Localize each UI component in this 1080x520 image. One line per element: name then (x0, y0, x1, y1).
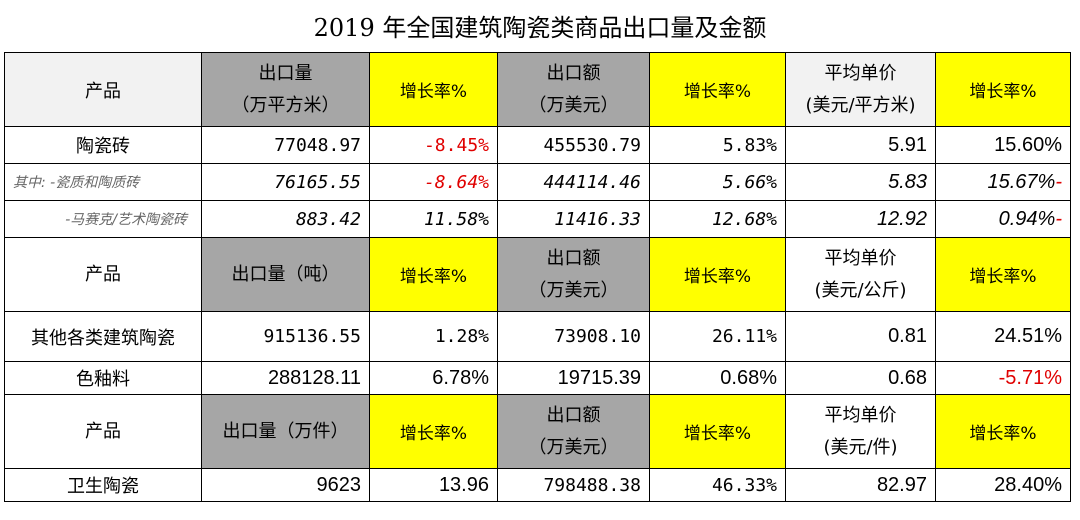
row-price-growth: 15.67%- (935, 163, 1071, 201)
row-price-growth: 28.40% (935, 468, 1071, 502)
row-price-growth: 15.60% (935, 126, 1071, 164)
row-qty: 288128.11 (201, 361, 370, 395)
row-amount: 73908.10 (497, 311, 650, 362)
table-row: -马赛克/艺术陶瓷砖 883.42 11.58% 11416.33 12.68%… (4, 200, 1071, 238)
row-price: 82.97 (785, 468, 936, 502)
header-amount: 出口额 （万美元） (497, 237, 650, 312)
header-amount-growth: 增长率% (649, 52, 786, 127)
row-amount-growth: 12.68% (649, 200, 786, 238)
row-price-growth: -5.71% (935, 361, 1071, 395)
row-amount-growth: 0.68% (649, 361, 786, 395)
row-amount-growth: 5.66% (649, 163, 786, 201)
row-qty: 883.42 (201, 200, 370, 238)
header-price: 平均单价 (美元/平方米) (785, 52, 936, 127)
header-amount: 出口额 （万美元） (497, 52, 650, 127)
row-qty-growth: -8.64% (369, 163, 498, 201)
header-price-growth: 增长率% (935, 52, 1071, 127)
table-row: 卫生陶瓷 9623 13.96 798488.38 46.33% 82.97 2… (4, 468, 1071, 502)
row-qty: 77048.97 (201, 126, 370, 164)
row-qty-growth: 11.58% (369, 200, 498, 238)
header-amount-growth: 增长率% (649, 237, 786, 312)
row-qty-growth: 1.28% (369, 311, 498, 362)
row-amount-growth: 5.83% (649, 126, 786, 164)
row-amount: 798488.38 (497, 468, 650, 502)
table-row: 其中: -瓷质和陶质砖 76165.55 -8.64% 444114.46 5.… (4, 163, 1071, 201)
table-row: 其他各类建筑陶瓷 915136.55 1.28% 73908.10 26.11%… (4, 311, 1071, 362)
header-row-3: 产品 出口量（万件） 增长率% 出口额 （万美元） 增长率% 平均单价 (美元/件)… (4, 394, 1071, 469)
header-product: 产品 (4, 52, 202, 127)
row-name: -马赛克/艺术陶瓷砖 (4, 200, 202, 238)
header-price-growth: 增长率% (935, 394, 1071, 469)
header-qty: 出口量（吨） (201, 237, 370, 312)
header-qty: 出口量（万件） (201, 394, 370, 469)
row-amount-growth: 26.11% (649, 311, 786, 362)
row-qty: 915136.55 (201, 311, 370, 362)
row-qty-growth: -8.45% (369, 126, 498, 164)
row-price: 5.91 (785, 126, 936, 164)
row-amount: 19715.39 (497, 361, 650, 395)
export-table: 产品 出口量 （万平方米） 增长率% 出口额 （万美元） 增长率% 平均单价 (美元/… (4, 52, 1071, 502)
row-name: 其他各类建筑陶瓷 (4, 311, 202, 362)
header-amount: 出口额 （万美元） (497, 394, 650, 469)
row-price-growth: 24.51% (935, 311, 1071, 362)
header-product: 产品 (4, 237, 202, 312)
row-qty-growth: 6.78% (369, 361, 498, 395)
header-qty-growth: 增长率% (369, 52, 498, 127)
row-price-growth: 0.94%- (935, 200, 1071, 238)
row-name: 卫生陶瓷 (4, 468, 202, 502)
row-amount: 11416.33 (497, 200, 650, 238)
row-qty-growth: 13.96 (369, 468, 498, 502)
row-name: 陶瓷砖 (4, 126, 202, 164)
header-qty: 出口量 （万平方米） (201, 52, 370, 127)
header-row-1: 产品 出口量 （万平方米） 增长率% 出口额 （万美元） 增长率% 平均单价 (美元/… (4, 52, 1071, 127)
header-amount-growth: 增长率% (649, 394, 786, 469)
row-name: 其中: -瓷质和陶质砖 (4, 163, 202, 201)
header-product: 产品 (4, 394, 202, 469)
header-price: 平均单价 (美元/公斤) (785, 237, 936, 312)
row-qty: 76165.55 (201, 163, 370, 201)
header-qty-growth: 增长率% (369, 394, 498, 469)
row-name: 色釉料 (4, 361, 202, 395)
row-price: 5.83 (785, 163, 936, 201)
row-amount-growth: 46.33% (649, 468, 786, 502)
row-price: 0.68 (785, 361, 936, 395)
row-price: 12.92 (785, 200, 936, 238)
table-title: 2019 年全国建筑陶瓷类商品出口量及金额 (313, 14, 767, 42)
table-row: 色釉料 288128.11 6.78% 19715.39 0.68% 0.68 … (4, 361, 1071, 395)
header-price-growth: 增长率% (935, 237, 1071, 312)
header-price: 平均单价 (美元/件) (785, 394, 936, 469)
row-amount: 444114.46 (497, 163, 650, 201)
header-row-2: 产品 出口量（吨） 增长率% 出口额 （万美元） 增长率% 平均单价 (美元/公斤)… (4, 237, 1071, 312)
row-amount: 455530.79 (497, 126, 650, 164)
row-qty: 9623 (201, 468, 370, 502)
table-row: 陶瓷砖 77048.97 -8.45% 455530.79 5.83% 5.91… (4, 126, 1071, 164)
header-qty-growth: 增长率% (369, 237, 498, 312)
row-price: 0.81 (785, 311, 936, 362)
